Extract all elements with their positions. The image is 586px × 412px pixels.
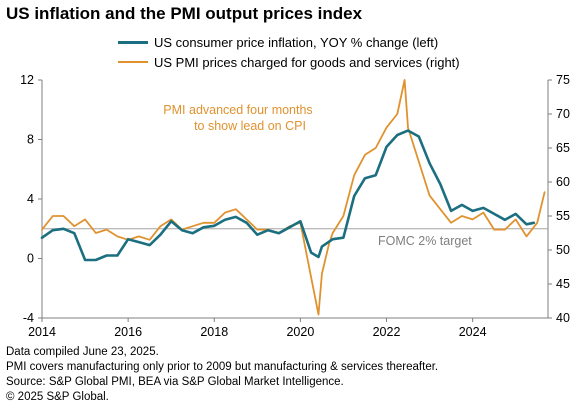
legend: US consumer price inflation, YOY % chang…: [118, 32, 460, 72]
chart-ticks: 2014 2016 2018 2020 2022 2024 -4 0 4 8 12 40 45 50 55 6…: [20, 73, 570, 339]
x-tick-label-2016: 2016: [114, 325, 142, 339]
pmi-series-line: [41, 79, 546, 316]
y-left-tick-label--4: -4: [23, 311, 34, 325]
x-tick-label-2020: 2020: [286, 325, 314, 339]
x-tick-label-2018: 2018: [200, 325, 228, 339]
footer-notes: Data compiled June 23, 2025. PMI covers …: [6, 345, 438, 405]
annotation-line-2: to show lead on CPI: [194, 119, 306, 133]
target-reference: FOMC 2% target: [42, 228, 548, 248]
legend-swatch-cpi: [118, 40, 148, 44]
legend-item-cpi: US consumer price inflation, YOY % chang…: [118, 32, 460, 52]
y-right-tick-label-50: 50: [556, 243, 570, 257]
y-right-tick-label-40: 40: [556, 311, 570, 325]
footer-line-2: PMI covers manufacturing only prior to 2…: [6, 361, 439, 373]
y-left-tick-label-8: 8: [27, 133, 34, 147]
series-layer: [40, 79, 546, 316]
y-right-tick-label-65: 65: [556, 141, 570, 155]
cpi-series-line: [40, 129, 536, 262]
legend-swatch-pmi: [118, 61, 148, 63]
y-right-tick-label-55: 55: [556, 209, 570, 223]
footer-line-1: Data compiled June 23, 2025.: [6, 346, 159, 358]
y-left-tick-label-4: 4: [27, 192, 34, 206]
annotation-line-1: PMI advanced four months: [163, 103, 312, 117]
y-left-tick-label-0: 0: [27, 252, 34, 266]
y-right-tick-label-60: 60: [556, 175, 570, 189]
x-tick-label-2014: 2014: [28, 325, 56, 339]
x-tick-label-2024: 2024: [459, 325, 487, 339]
y-right-tick-label-75: 75: [556, 73, 570, 87]
chart-title: US inflation and the PMI output prices i…: [6, 4, 363, 23]
x-tick-label-2022: 2022: [373, 325, 401, 339]
footer-line-4: © 2025 S&P Global.: [6, 391, 109, 403]
legend-item-pmi: US PMI prices charged for goods and serv…: [118, 52, 460, 72]
footer-line-3: Source: S&P Global PMI, BEA via S&P Glob…: [6, 376, 344, 388]
target-label: FOMC 2% target: [378, 234, 472, 248]
annotation: PMI advanced four months to show lead on…: [163, 103, 312, 133]
y-right-tick-label-45: 45: [556, 277, 570, 291]
legend-label-cpi: US consumer price inflation, YOY % chang…: [154, 34, 439, 50]
legend-label-pmi: US PMI prices charged for goods and serv…: [154, 54, 460, 70]
y-right-tick-label-70: 70: [556, 107, 570, 121]
y-left-tick-label-12: 12: [20, 73, 34, 87]
